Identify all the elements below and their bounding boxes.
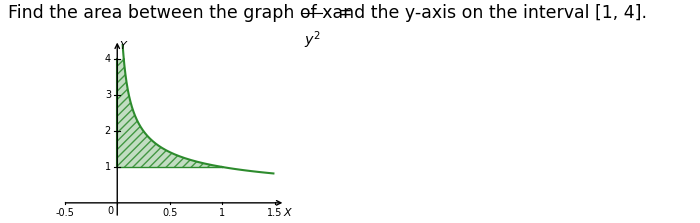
Text: 0: 0: [107, 206, 113, 216]
Text: 0.5: 0.5: [162, 209, 177, 218]
Text: and the y-axis on the interval [1, 4].: and the y-axis on the interval [1, 4].: [327, 4, 647, 22]
Text: Find the area between the graph of x =: Find the area between the graph of x =: [8, 4, 358, 22]
Text: 2: 2: [105, 126, 111, 136]
Text: 1: 1: [219, 209, 225, 218]
Text: $y^2$: $y^2$: [304, 29, 321, 51]
Text: 1.5: 1.5: [267, 209, 282, 218]
Text: -0.5: -0.5: [55, 209, 74, 218]
Text: 3: 3: [105, 90, 111, 100]
Text: 1: 1: [105, 162, 111, 172]
Text: Y: Y: [119, 41, 126, 51]
Text: 4: 4: [105, 54, 111, 64]
Text: X: X: [283, 208, 290, 218]
